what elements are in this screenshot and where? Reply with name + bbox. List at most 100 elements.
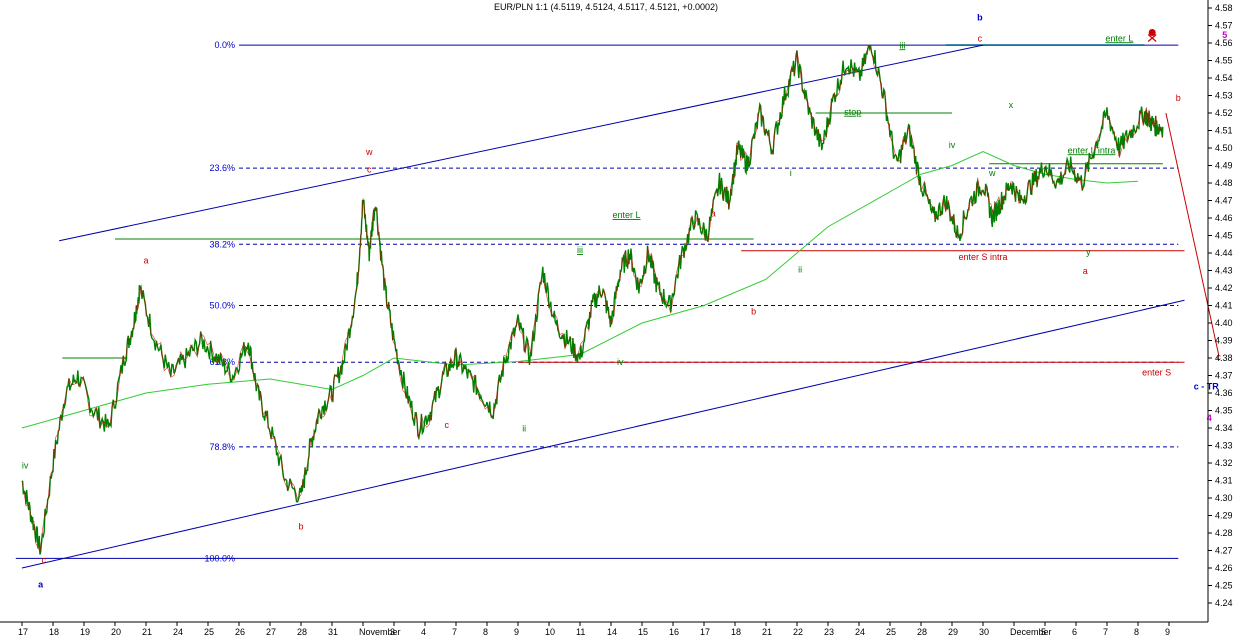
x-tick-label: 19 [80,627,90,636]
annotation-label: enter S [1142,368,1171,378]
y-tick-label: 4.24 [1215,598,1233,608]
annotation-label: a [143,256,148,266]
x-tick-label: 24 [855,627,865,636]
y-tick-label: 4.29 [1215,511,1233,521]
x-tick-label: 14 [607,627,617,636]
annotation-label: b [977,12,983,22]
x-tick-label: 16 [669,627,679,636]
annotation-label: c [1216,352,1221,362]
x-tick-label: December [1010,627,1052,636]
y-tick-label: 4.35 [1215,406,1233,416]
y-tick-label: 4.40 [1215,318,1233,328]
annotation-label: a [711,208,716,218]
y-tick-label: 4.28 [1215,528,1233,538]
annotation-label: c - TR [1194,382,1220,392]
x-tick-label: 28 [297,627,307,636]
y-tick-label: 4.41 [1215,301,1233,311]
annotation-label: x [1009,100,1014,110]
x-tick-label: 9 [514,627,519,636]
y-tick-label: 4.48 [1215,178,1233,188]
annotation-label: i [790,168,792,178]
x-tick-label: 28 [917,627,927,636]
y-tick-label: 4.34 [1215,423,1233,433]
x-tick-label: 11 [576,627,585,636]
y-tick-label: 4.53 [1215,91,1233,101]
fib-level-label: 50.0% [209,301,235,311]
y-tick-label: 4.45 [1215,231,1233,241]
x-tick-label: 20 [111,627,121,636]
annotation-label: 4 [1207,413,1212,423]
y-tick-label: 4.57 [1215,21,1233,31]
x-tick-label: 30 [979,627,989,636]
y-tick-label: 4.55 [1215,56,1233,66]
x-tick-label: 24 [173,627,183,636]
annotation-label: a [1083,266,1088,276]
y-axis: 4.24 4.25 4.26 4.27 4.28 4.29 4.30 4.31 4.32 4.33… [1207,0,1233,622]
y-tick-label: 4.31 [1215,476,1233,486]
price-line [21,44,1164,555]
y-tick-label: 4.27 [1215,546,1233,556]
y-tick-label: 4.25 [1215,581,1233,591]
y-tick-label: 4.32 [1215,458,1233,468]
y-tick-label: 4.58 [1215,3,1233,13]
annotation-label: iv [22,460,29,470]
x-tick-label: 17 [18,627,28,636]
y-tick-label: 4.42 [1215,283,1233,293]
price-series [21,44,1164,555]
annotation-label: 5 [1222,30,1227,40]
x-tick-label: 23 [824,627,834,636]
y-tick-label: 4.26 [1215,563,1233,573]
fib-level-label: 100.0% [204,553,235,563]
y-tick-label: 4.30 [1215,493,1233,503]
level-lines [62,44,1185,363]
annotation-label: enter L [612,210,640,220]
y-tick-label: 4.37 [1215,371,1233,381]
annotation-label: enter L intra [1068,145,1116,155]
x-tick-label: 25 [204,627,214,636]
ma-line [21,150,1139,429]
skull-bone [1147,34,1157,42]
annotation-label: enter L [1105,33,1133,43]
annotation-label: c [41,555,46,565]
y-tick-label: 4.54 [1215,73,1233,83]
x-tick-label: 7 [452,627,457,636]
annotation-label: c [978,33,983,43]
annotation-label: ii [798,264,802,274]
channel-lines [21,44,1185,569]
annotation-label: iv [949,140,956,150]
x-tick-label: 29 [948,627,958,636]
annotation-label: iii [577,245,583,255]
x-tick-label: 21 [142,627,152,636]
x-tick-label: 25 [886,627,896,636]
x-tick-label: 18 [49,627,59,636]
fib-level-label: 78.8% [209,442,235,452]
fib-level-label: 0.0% [214,40,235,50]
x-tick-label: 4 [421,627,426,636]
skull-icon [1147,29,1157,42]
x-tick-label: 17 [700,627,710,636]
y-tick-label: 4.56 [1215,38,1233,48]
annotation-label: ii [522,424,526,434]
y-tick-label: 4.47 [1215,196,1233,206]
x-tick-label: 6 [1072,627,1077,636]
chart-title: EUR/PLN 1:1 (4.5119, 4.5124, 4.5117, 4.5… [494,2,718,12]
price-line-overlay [21,44,1163,553]
fib-level-label: 23.6% [209,163,235,173]
y-tick-label: 4.46 [1215,213,1233,223]
x-tick-label: 31 [328,627,338,636]
annotation-label: stop [844,107,861,117]
y-tick-label: 4.36 [1215,388,1233,398]
projection [1165,112,1220,355]
x-tick-label: 9 [1165,627,1170,636]
annotation-label: a [38,579,44,589]
channel-line [21,299,1185,569]
projection-line [1165,112,1220,355]
x-tick-label: 21 [762,627,772,636]
y-tick-label: 4.38 [1215,353,1233,363]
y-tick-label: 4.50 [1215,143,1233,153]
x-tick-label: 8 [483,627,488,636]
x-tick-label: 5 [1041,627,1046,636]
